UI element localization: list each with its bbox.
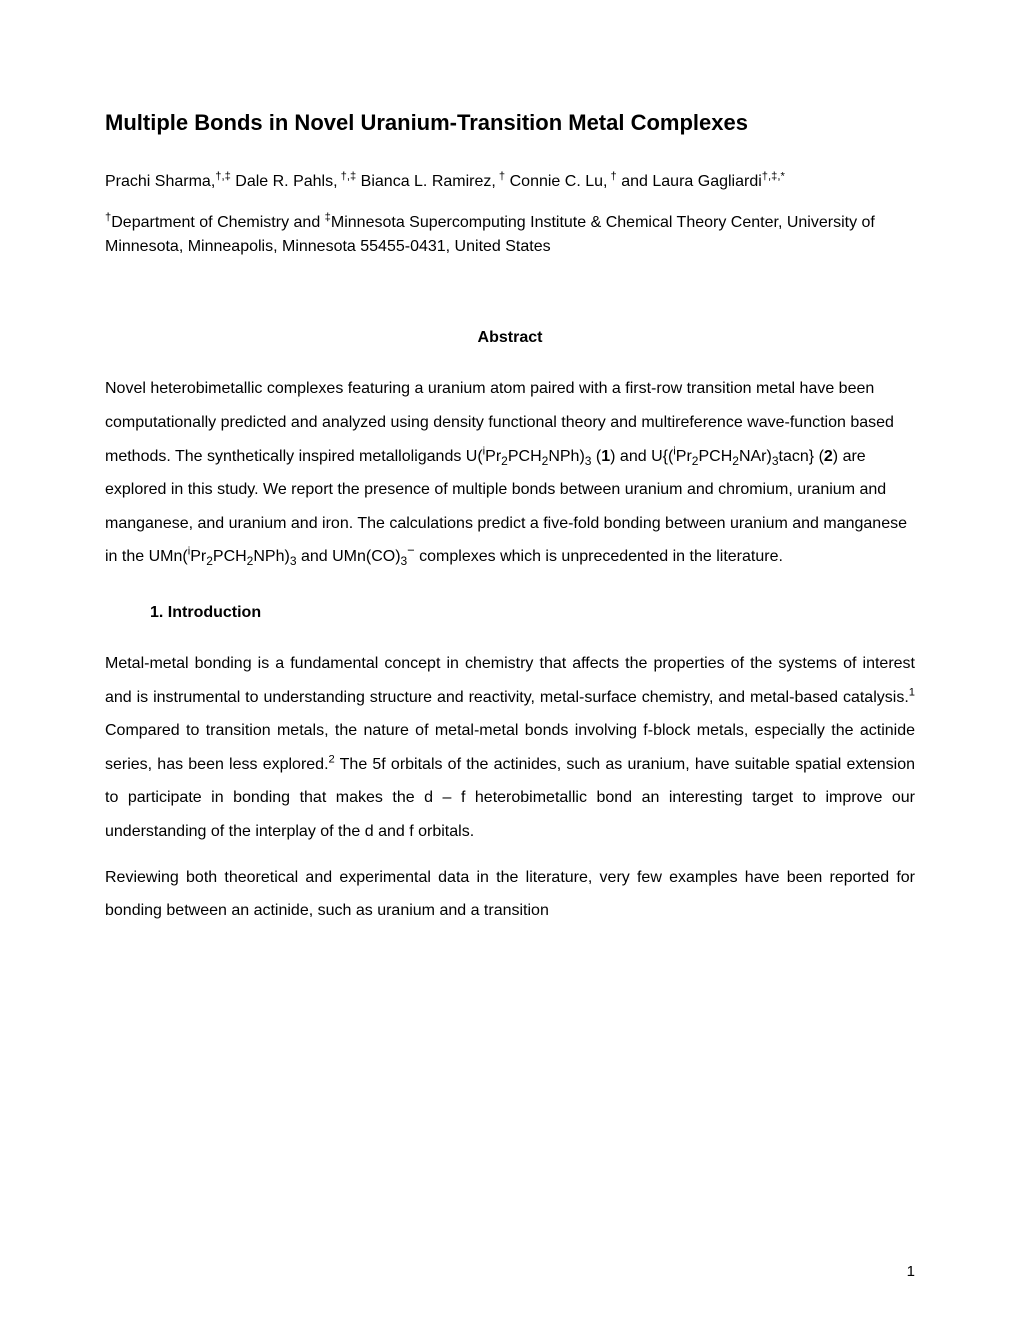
affiliations: †Department of Chemistry and ‡Minnesota … <box>105 211 915 259</box>
author-name: Bianca L. Ramirez, <box>356 173 496 190</box>
compound-number: 2 <box>824 448 833 465</box>
chem-subscript: 2 <box>732 454 739 468</box>
intro-paragraph-2: Reviewing both theoretical and experimen… <box>105 861 915 928</box>
abstract-text: complexes which is unprecedented in the … <box>415 548 783 565</box>
author-name: Dale R. Pahls, <box>231 173 338 190</box>
compound-number: 1 <box>601 448 610 465</box>
chem-text: NPh) <box>253 548 289 565</box>
abstract-heading: Abstract <box>105 329 915 347</box>
chem-subscript: 3 <box>290 555 297 569</box>
chem-text: PCH <box>698 448 732 465</box>
chem-text: tacn} ( <box>779 448 824 465</box>
page-number: 1 <box>907 1263 915 1280</box>
body-text: Metal-metal bonding is a fundamental con… <box>105 655 915 706</box>
chem-text: PCH <box>213 548 247 565</box>
chem-text: Pr <box>676 448 692 465</box>
author-affil-mark: †,‡,* <box>762 171 785 183</box>
paper-title: Multiple Bonds in Novel Uranium-Transiti… <box>105 110 915 136</box>
body-text: Reviewing both theoretical and experimen… <box>105 869 915 920</box>
chem-subscript: 3 <box>772 454 779 468</box>
abstract-text: ) and U{( <box>610 448 673 465</box>
chem-subscript: 2 <box>206 555 213 569</box>
abstract-text: and UMn(CO) <box>297 548 401 565</box>
chem-text: NAr) <box>739 448 772 465</box>
author-line: Prachi Sharma,†,‡ Dale R. Pahls, †,‡ Bia… <box>105 171 915 193</box>
reference-number: 1 <box>909 686 915 698</box>
chem-text: Pr <box>190 548 206 565</box>
abstract-text: ( <box>591 448 601 465</box>
chem-subscript: 2 <box>501 454 508 468</box>
author-affil-mark: †,‡ <box>338 171 357 183</box>
section-heading: 1. Introduction <box>150 604 915 622</box>
author-affil-mark: † <box>607 171 616 183</box>
author-affil-mark: †,‡ <box>215 171 231 183</box>
chem-text: NPh) <box>548 448 584 465</box>
author-affil-mark: † <box>496 171 505 183</box>
author-name: and Laura Gagliardi <box>617 173 762 190</box>
author-name: Connie C. Lu, <box>505 173 607 190</box>
intro-paragraph-1: Metal-metal bonding is a fundamental con… <box>105 647 915 849</box>
author-name: Prachi Sharma, <box>105 173 215 190</box>
chem-text: PCH <box>508 448 542 465</box>
chem-charge: − <box>407 543 414 558</box>
chem-text: Pr <box>485 448 501 465</box>
affil-text: Department of Chemistry and <box>111 214 324 231</box>
abstract-body: Novel heterobimetallic complexes featuri… <box>105 372 915 574</box>
